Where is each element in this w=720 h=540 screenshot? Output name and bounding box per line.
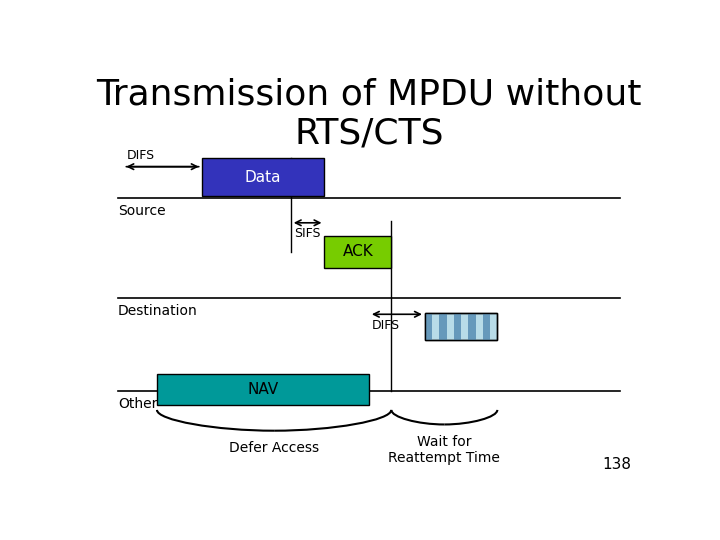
- Bar: [425, 313, 498, 340]
- Bar: [157, 374, 369, 404]
- Text: Defer Access: Defer Access: [229, 441, 319, 455]
- Text: Transmission of MPDU without
RTS/CTS: Transmission of MPDU without RTS/CTS: [96, 77, 642, 151]
- Text: Wait for
Reattempt Time: Wait for Reattempt Time: [388, 435, 500, 465]
- Bar: [425, 313, 432, 340]
- Bar: [324, 237, 392, 267]
- Text: Source: Source: [118, 204, 166, 218]
- Bar: [468, 313, 476, 340]
- Bar: [202, 158, 324, 196]
- Bar: [454, 313, 461, 340]
- Text: Destination: Destination: [118, 304, 198, 318]
- Bar: [439, 313, 446, 340]
- Bar: [425, 313, 498, 340]
- Text: DIFS: DIFS: [372, 319, 400, 332]
- Text: SIFS: SIFS: [294, 227, 320, 240]
- Bar: [483, 313, 490, 340]
- Text: Data: Data: [245, 170, 282, 185]
- Text: Other: Other: [118, 397, 157, 411]
- Text: 138: 138: [602, 457, 631, 472]
- Text: NAV: NAV: [248, 382, 279, 396]
- Text: DIFS: DIFS: [126, 148, 154, 161]
- Text: ACK: ACK: [343, 245, 373, 259]
